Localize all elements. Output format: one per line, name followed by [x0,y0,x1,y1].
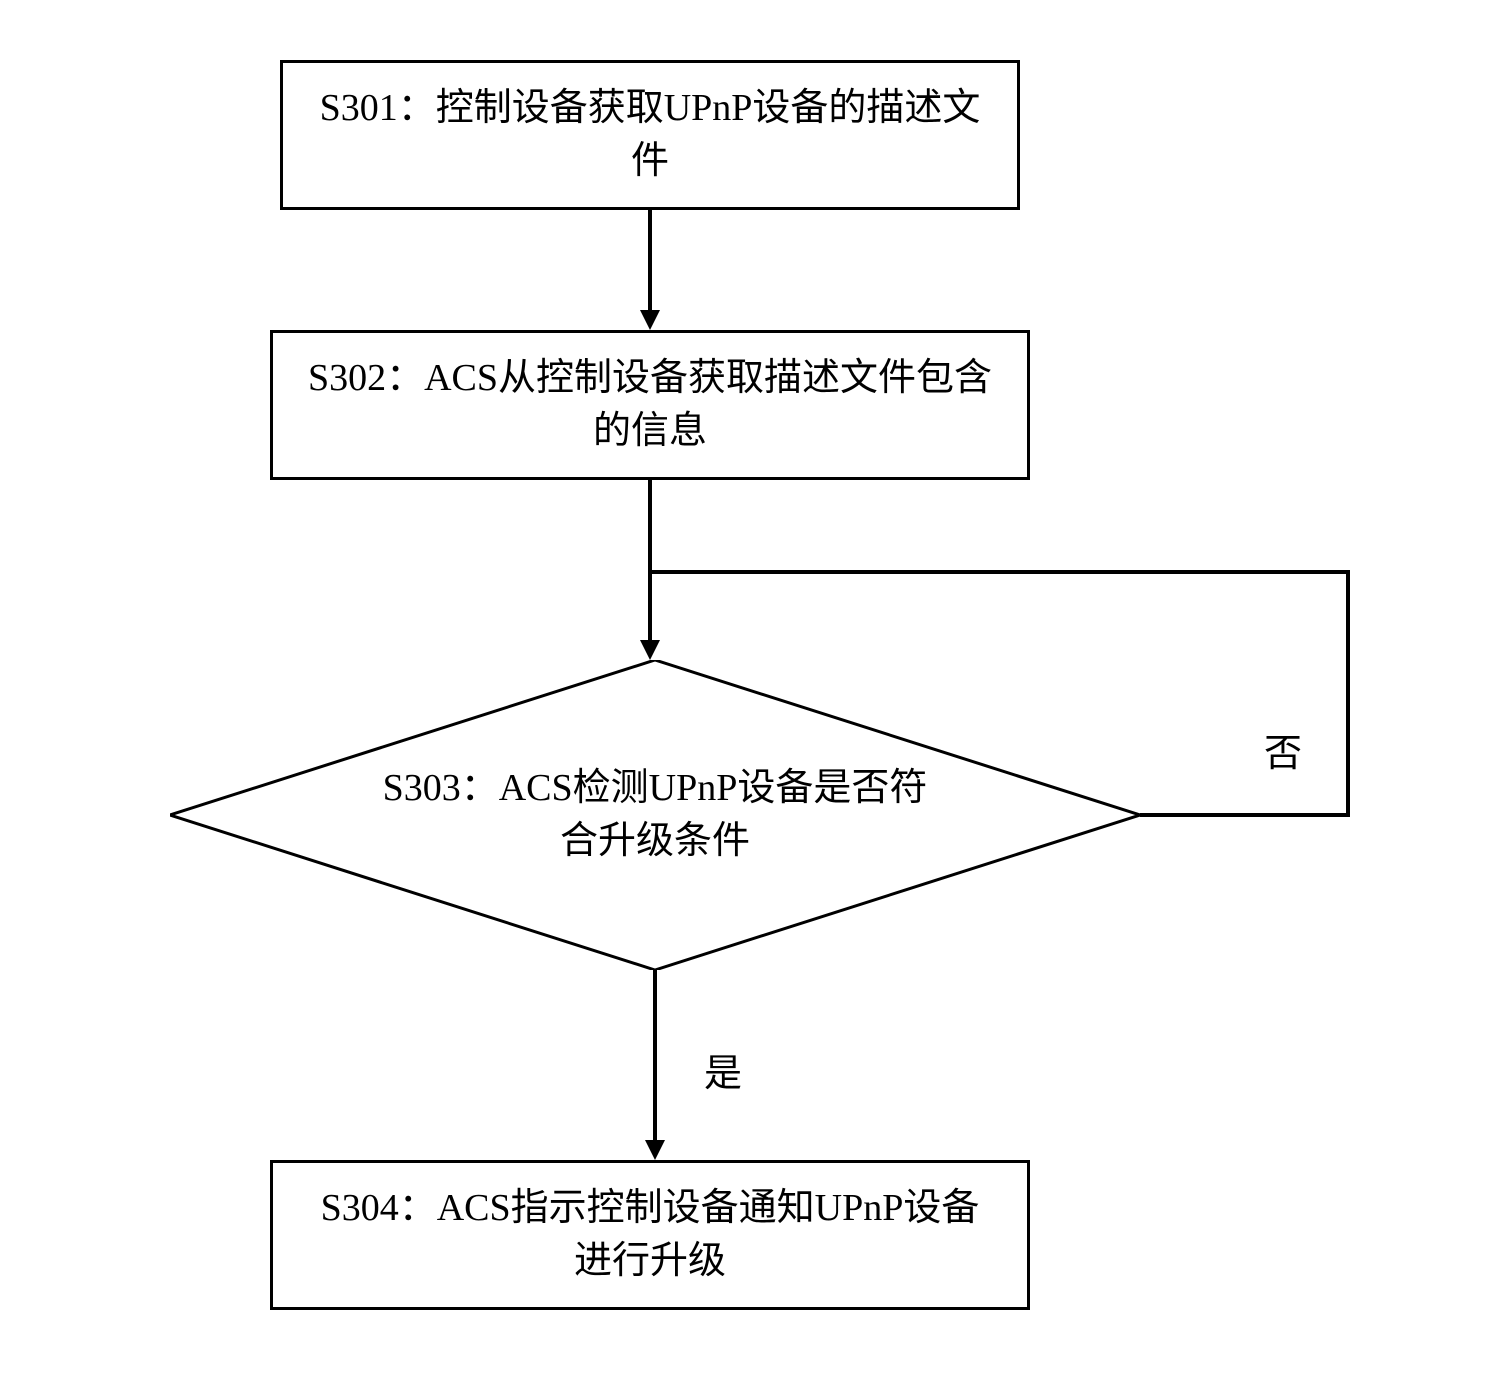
arrow-s303-s304 [653,970,657,1140]
label-yes: 是 [700,1040,746,1099]
node-s302-text: S302：ACS从控制设备获取描述文件包含的信息 [303,352,997,458]
flowchart-container: S301：控制设备获取UPnP设备的描述文件 S302：ACS从控制设备获取描述… [0,0,1495,1383]
loop-line-left [652,570,1350,574]
loop-line-right [1140,813,1350,817]
node-s303-text: S303：ACS检测UPnP设备是否符合升级条件 [170,660,1140,970]
arrowhead-s303-s304 [645,1140,665,1160]
label-no: 否 [1260,720,1306,779]
arrowhead-s302-s303 [640,640,660,660]
node-s301: S301：控制设备获取UPnP设备的描述文件 [280,60,1020,210]
arrow-s302-s303 [648,480,652,640]
node-s304-text: S304：ACS指示控制设备通知UPnP设备进行升级 [303,1182,997,1288]
arrowhead-s301-s302 [640,310,660,330]
node-s304: S304：ACS指示控制设备通知UPnP设备进行升级 [270,1160,1030,1310]
arrow-s301-s302 [648,210,652,310]
node-s303: S303：ACS检测UPnP设备是否符合升级条件 [170,660,1140,970]
node-s301-text: S301：控制设备获取UPnP设备的描述文件 [313,82,987,188]
node-s302: S302：ACS从控制设备获取描述文件包含的信息 [270,330,1030,480]
loop-line-up [1346,570,1350,817]
